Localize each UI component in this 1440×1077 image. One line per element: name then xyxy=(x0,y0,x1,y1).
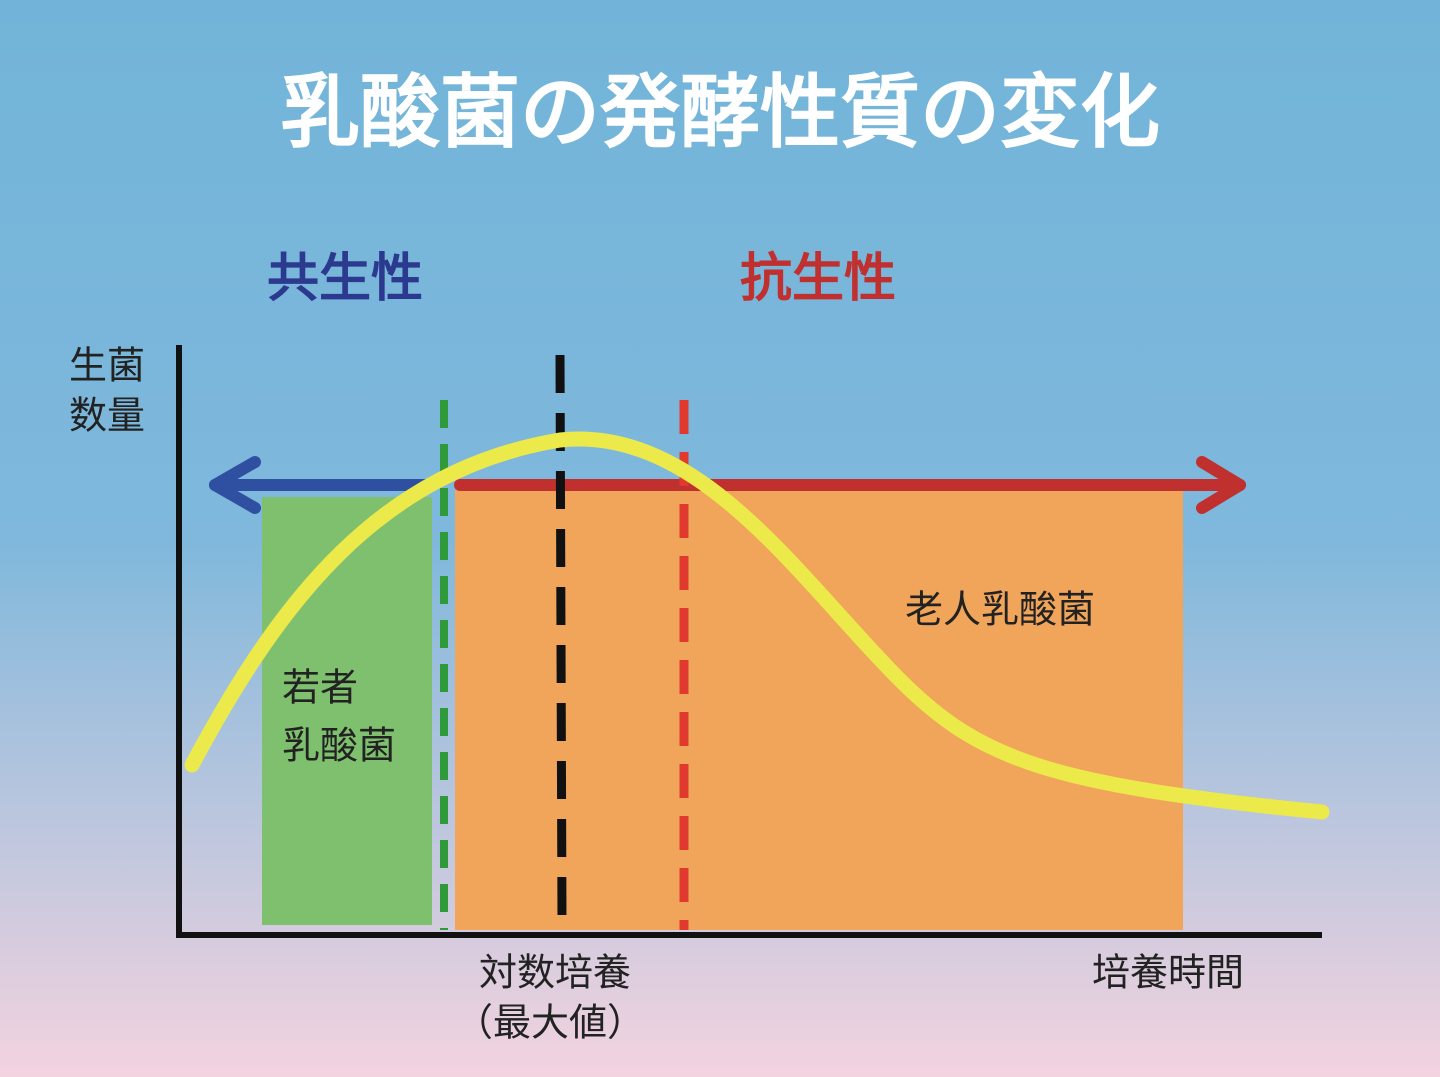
region-label: 老人乳酸菌 xyxy=(905,588,1095,632)
old-region xyxy=(455,490,1183,930)
arrow-head xyxy=(1196,456,1246,514)
young-region xyxy=(262,497,432,925)
phase-label: 共生性 xyxy=(267,249,423,309)
region-label: 乳酸菌 xyxy=(282,724,396,768)
x-axis-label: （最大値） xyxy=(455,1001,645,1045)
dashed-line xyxy=(555,354,567,926)
phase-label: 抗生性 xyxy=(740,249,896,309)
y-axis-label: 数量 xyxy=(69,394,145,438)
x-axis-label: 対数培養 xyxy=(479,951,631,995)
arrow-head xyxy=(209,456,261,514)
growth-curve xyxy=(184,431,1330,820)
y-axis-label: 生菌 xyxy=(69,344,145,388)
region-label: 若者 xyxy=(282,666,358,710)
title: 乳酸菌の発酵性質の変化 xyxy=(280,66,1160,159)
x-axis-label: 培養時間 xyxy=(1092,951,1244,995)
